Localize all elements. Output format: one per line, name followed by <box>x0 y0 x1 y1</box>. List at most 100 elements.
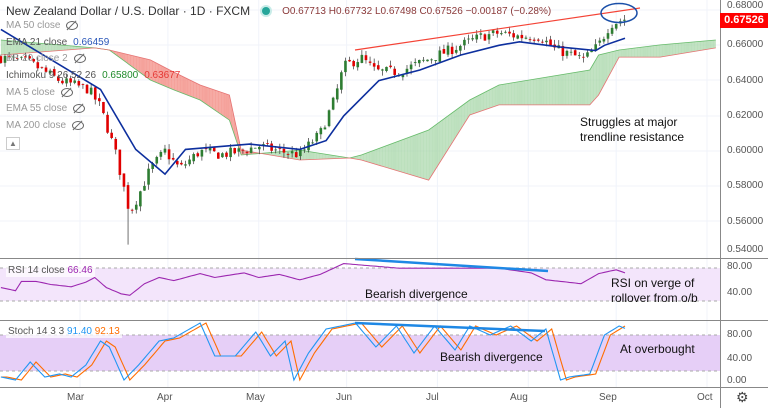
legend-bb20[interactable]: BB 20 close 2 <box>6 53 86 64</box>
ichimoku-cloud-segment <box>62 45 64 51</box>
ichimoku-cloud-segment <box>163 66 165 87</box>
ichimoku-cloud-segment <box>575 72 577 105</box>
ichimoku-cloud-segment <box>579 71 582 105</box>
stoch-k-value: 91.40 <box>66 326 92 337</box>
ichimoku-cloud-segment <box>660 44 662 58</box>
ichimoku-cloud-segment <box>329 154 331 159</box>
ichimoku-cloud-segment <box>619 49 621 58</box>
ichimoku-cloud-segment <box>435 123 438 169</box>
ichimoku-cloud-segment <box>651 45 653 58</box>
candle-body <box>405 68 409 74</box>
ichimoku-cloud-segment <box>453 110 456 141</box>
ichimoku-cloud-segment <box>538 78 541 105</box>
candle-body <box>81 84 85 85</box>
eye-hidden-icon[interactable] <box>66 21 79 30</box>
candle-body <box>356 62 360 68</box>
candle-body <box>614 23 618 29</box>
ichimoku-cloud-segment <box>622 49 624 58</box>
ichimoku-span-b <box>0 47 716 181</box>
ichimoku-cloud-segment <box>362 153 365 161</box>
ichimoku-cloud-segment <box>557 75 560 105</box>
ichimoku-cloud-segment <box>463 103 466 125</box>
ichimoku-cloud-segment <box>285 151 287 158</box>
ichimoku-cloud-segment <box>373 150 375 164</box>
candle-body <box>311 142 314 144</box>
ichimoku-cloud-segment <box>510 82 513 105</box>
candle-body <box>245 152 249 153</box>
ichimoku-cloud-segment <box>336 155 338 159</box>
eye-hidden-icon[interactable] <box>73 54 86 63</box>
ichimoku-cloud-segment <box>518 81 520 105</box>
ichimoku-cloud-segment <box>21 41 23 54</box>
ichimoku-cloud-segment <box>151 60 154 82</box>
candle-body <box>561 46 565 56</box>
candle-body <box>352 60 355 67</box>
eye-hidden-icon[interactable] <box>72 121 85 130</box>
ichimoku-cloud-segment <box>531 79 533 105</box>
candle-body <box>442 49 446 54</box>
ichimoku-cloud-segment <box>18 41 20 54</box>
ichimoku-cloud-segment <box>2 40 4 55</box>
price-tick: 0.64000 <box>727 75 764 86</box>
ichimoku-cloud-segment <box>676 43 678 55</box>
ichimoku-cloud-segment <box>542 77 545 105</box>
ichimoku-cloud-segment <box>516 81 519 105</box>
candle-body <box>541 41 544 43</box>
legend-ema55[interactable]: EMA 55 close <box>6 103 86 114</box>
ichimoku-cloud-segment <box>687 42 690 53</box>
stoch-legend[interactable]: Stoch 14 3 3 91.40 92.13 <box>6 325 122 338</box>
stoch-divergence-line[interactable] <box>354 321 546 333</box>
collapse-legend-button[interactable]: ▲ <box>6 137 20 150</box>
ichimoku-cloud-segment <box>491 87 494 108</box>
trendline-resistance[interactable] <box>354 7 641 51</box>
candle-body <box>48 70 52 74</box>
ichimoku-cloud-segment <box>312 152 315 160</box>
ichimoku-cloud-segment <box>326 154 328 159</box>
ichimoku-cloud-segment <box>534 78 536 105</box>
settings-gear-icon[interactable]: ⚙ <box>736 389 749 405</box>
ichimoku-cloud-segment <box>661 44 664 57</box>
legend-ma50[interactable]: MA 50 close <box>6 20 79 31</box>
legend-ema21[interactable]: EMA 21 close 0.66459 <box>6 37 109 48</box>
ichimoku-cloud-segment <box>334 155 337 159</box>
ichimoku-cloud-segment <box>419 132 422 178</box>
candle-body <box>286 154 290 155</box>
annotation-rsi-divergence[interactable]: Bearish divergence <box>365 287 468 301</box>
ichimoku-cloud-segment <box>43 43 45 52</box>
rsi-divergence-line[interactable] <box>354 257 549 273</box>
chart-title: New Zealand Dollar / U.S. Dollar · 1D · … <box>6 4 251 18</box>
stoch-tick: 0.00 <box>727 375 747 386</box>
annotation-stoch-overbought[interactable]: At overbought <box>620 342 695 356</box>
legend-ichimoku[interactable]: Ichimoku 9 26 52 26 0.65800 0.63677 <box>6 70 180 81</box>
ichimoku-cloud-segment <box>564 73 567 105</box>
ichimoku-cloud-segment <box>208 87 211 108</box>
ichimoku-cloud-segment <box>198 84 201 100</box>
ichimoku-cloud-segment <box>425 130 428 180</box>
annotation-trendline[interactable]: Struggles at major trendline resistance <box>580 115 684 145</box>
ichimoku-cloud-segment <box>626 48 628 58</box>
ichimoku-cloud-segment <box>131 55 133 68</box>
legend-ma200[interactable]: MA 200 close <box>6 120 85 131</box>
rsi-label: RSI 14 close <box>8 265 65 276</box>
annotation-stoch-divergence[interactable]: Bearish divergence <box>440 350 543 364</box>
candle-body <box>495 30 499 34</box>
legend-label: MA 5 close <box>6 87 55 98</box>
highlight-ellipse[interactable] <box>600 2 638 24</box>
rsi-legend[interactable]: RSI 14 close 66.46 <box>6 264 95 277</box>
ichimoku-cloud-segment <box>60 45 63 51</box>
eye-hidden-icon[interactable] <box>73 104 86 113</box>
ichimoku-cloud-segment <box>15 41 18 54</box>
time-tick: Jul <box>426 392 439 403</box>
annotation-rsi-overbought[interactable]: RSI on verge of rollover from o/b <box>611 276 698 306</box>
chart-header: New Zealand Dollar / U.S. Dollar · 1D · … <box>6 4 551 18</box>
eye-hidden-icon[interactable] <box>60 88 73 97</box>
candle-body <box>364 55 368 61</box>
candle-body <box>159 151 163 157</box>
ichimoku-cloud-segment <box>134 56 136 70</box>
legend-ma5[interactable]: MA 5 close <box>6 87 73 98</box>
ichimoku-cloud-segment <box>166 68 168 88</box>
ichimoku-cloud-segment <box>55 44 57 51</box>
stoch-band <box>0 335 720 371</box>
ichimoku-cloud-segment <box>519 81 521 105</box>
